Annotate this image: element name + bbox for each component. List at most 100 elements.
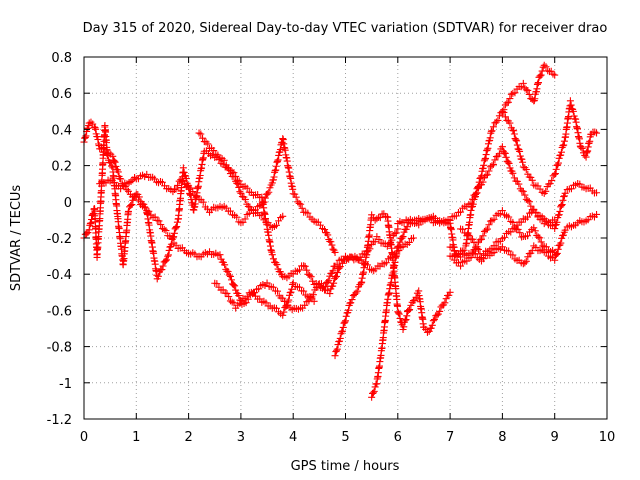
data-point <box>265 188 273 196</box>
data-point <box>291 190 299 198</box>
data-point <box>566 97 574 105</box>
data-point <box>230 169 238 177</box>
data-point <box>332 273 340 281</box>
data-point <box>285 296 293 304</box>
data-point <box>514 225 522 233</box>
data-point <box>109 152 117 160</box>
data-point <box>524 196 532 204</box>
data-point <box>510 130 518 138</box>
data-point <box>515 146 523 154</box>
data-point <box>536 72 544 80</box>
data-point <box>157 221 165 229</box>
series-sat-d <box>195 129 402 294</box>
data-point <box>492 118 500 126</box>
data-point <box>593 129 601 137</box>
data-point <box>446 288 454 296</box>
data-point <box>164 251 172 259</box>
x-tick-label: 7 <box>446 430 454 445</box>
data-point <box>542 217 550 225</box>
data-point <box>327 238 335 246</box>
data-point <box>546 180 554 188</box>
data-point <box>509 169 517 177</box>
data-point <box>525 90 533 98</box>
x-tick-label: 4 <box>289 430 297 445</box>
data-point <box>537 71 545 79</box>
data-point <box>490 215 498 223</box>
data-point <box>591 128 599 136</box>
data-point <box>279 294 287 302</box>
data-point <box>165 246 173 254</box>
data-point <box>553 218 561 226</box>
x-tick-label: 10 <box>599 430 616 445</box>
data-point <box>163 256 171 264</box>
data-point <box>395 309 403 317</box>
data-point <box>552 165 560 173</box>
data-point <box>524 213 532 221</box>
data-point <box>204 140 212 148</box>
data-point <box>554 159 562 167</box>
data-point <box>519 158 527 166</box>
data-point <box>524 86 532 94</box>
data-point <box>484 144 492 152</box>
data-point <box>288 285 296 293</box>
data-point <box>210 147 218 155</box>
data-point <box>352 289 360 297</box>
data-point <box>81 133 89 141</box>
data-point <box>495 112 503 120</box>
data-point <box>554 245 562 253</box>
data-point <box>174 181 182 189</box>
data-point <box>344 306 352 314</box>
data-point <box>324 231 332 239</box>
data-point <box>199 134 207 142</box>
data-point <box>162 227 170 235</box>
data-point <box>498 107 506 115</box>
data-point <box>94 135 102 143</box>
data-point <box>494 116 502 124</box>
data-point <box>104 151 112 159</box>
data-point <box>480 161 488 169</box>
data-point <box>509 251 517 259</box>
data-point <box>524 253 532 261</box>
data-point <box>518 155 526 163</box>
data-point <box>485 167 493 175</box>
data-point <box>306 271 314 279</box>
data-point <box>127 202 135 210</box>
data-point <box>160 225 168 233</box>
data-point <box>297 200 305 208</box>
data-point <box>154 272 162 280</box>
data-point <box>548 176 556 184</box>
data-point <box>172 224 180 232</box>
data-point <box>539 242 547 250</box>
data-point <box>342 317 349 325</box>
data-point <box>324 278 332 286</box>
data-point <box>510 127 518 135</box>
data-point <box>411 296 419 304</box>
data-point <box>500 149 508 157</box>
data-point <box>274 287 282 295</box>
data-point <box>506 95 514 103</box>
data-point <box>241 215 249 223</box>
data-point <box>394 243 402 251</box>
data-point <box>395 242 403 250</box>
data-point <box>225 271 233 279</box>
data-point <box>383 242 391 250</box>
data-point <box>269 283 277 291</box>
data-point <box>467 206 475 214</box>
data-point <box>513 141 521 149</box>
data-point <box>457 262 465 270</box>
data-point <box>373 215 381 223</box>
series-sat-c <box>96 135 339 256</box>
data-point <box>479 232 487 240</box>
data-point <box>129 196 137 204</box>
data-point <box>460 246 468 254</box>
data-point <box>301 262 309 270</box>
data-point <box>274 157 282 165</box>
data-point <box>309 291 317 299</box>
data-point <box>507 90 515 98</box>
data-point <box>279 212 287 220</box>
data-point <box>469 235 477 243</box>
data-point <box>542 187 550 195</box>
data-point <box>85 226 93 234</box>
x-tick-label: 1 <box>132 430 140 445</box>
